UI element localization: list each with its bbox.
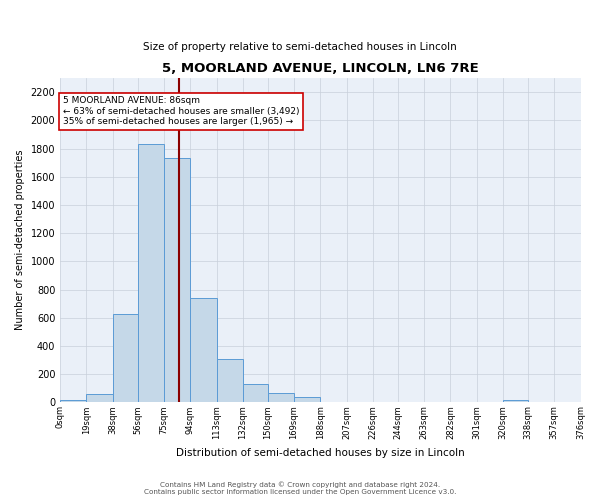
Bar — [86, 394, 113, 402]
Text: Contains public sector information licensed under the Open Government Licence v3: Contains public sector information licen… — [144, 489, 456, 495]
Bar — [243, 384, 268, 402]
Text: Size of property relative to semi-detached houses in Lincoln: Size of property relative to semi-detach… — [143, 42, 457, 52]
Y-axis label: Number of semi-detached properties: Number of semi-detached properties — [15, 150, 25, 330]
Bar — [60, 400, 86, 402]
Text: 5 MOORLAND AVENUE: 86sqm
← 63% of semi-detached houses are smaller (3,492)
35% o: 5 MOORLAND AVENUE: 86sqm ← 63% of semi-d… — [63, 96, 299, 126]
X-axis label: Distribution of semi-detached houses by size in Lincoln: Distribution of semi-detached houses by … — [176, 448, 465, 458]
Title: 5, MOORLAND AVENUE, LINCOLN, LN6 7RE: 5, MOORLAND AVENUE, LINCOLN, LN6 7RE — [162, 62, 479, 76]
Bar — [190, 298, 217, 403]
Text: Contains HM Land Registry data © Crown copyright and database right 2024.: Contains HM Land Registry data © Crown c… — [160, 481, 440, 488]
Bar — [113, 314, 137, 402]
Bar — [137, 144, 164, 402]
Bar — [217, 360, 243, 403]
Bar — [294, 398, 320, 402]
Bar — [164, 158, 190, 402]
Bar — [503, 400, 528, 402]
Bar — [268, 393, 294, 402]
